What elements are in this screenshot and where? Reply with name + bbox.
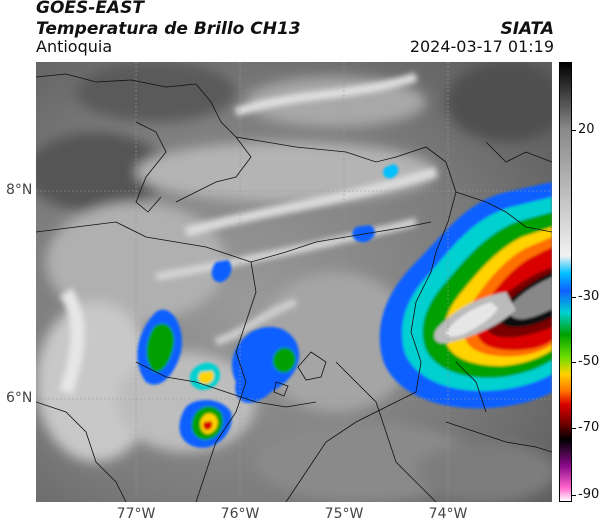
lat-label-6n: 6°N <box>6 390 33 406</box>
lat-label-8n: 8°N <box>6 182 33 198</box>
region-label: Antioquia <box>36 37 113 56</box>
lon-label-76w: 76°W <box>220 506 260 522</box>
organization-label: SIATA <box>500 19 554 39</box>
brightness-temperature-image <box>36 62 552 502</box>
datetime-label: 2024-03-17 01:19 <box>409 37 554 56</box>
colorbar-label-minus50: -50 <box>578 354 600 369</box>
lon-label-77w: 77°W <box>116 506 156 522</box>
colorbar-label-minus70: -70 <box>578 420 600 435</box>
lon-label-75w: 75°W <box>324 506 364 522</box>
mesoscale-convective-system <box>379 182 552 409</box>
colorbar-tick-minus30 <box>572 297 576 298</box>
colorbar-label-20: 20 <box>578 122 595 137</box>
colorbar-label-minus30: -30 <box>578 289 600 304</box>
product-title: Temperatura de Brillo CH13 <box>36 19 301 39</box>
colorbar-tick-minus50 <box>572 362 576 363</box>
colorbar-tick-minus70 <box>572 428 576 429</box>
boundaries <box>36 73 552 502</box>
cirrus-streaks <box>59 72 438 395</box>
satellite-map[interactable]: 8°N 6°N <box>6 62 552 502</box>
colorbar-tick-20 <box>572 130 576 131</box>
lon-label-74w: 74°W <box>428 506 468 522</box>
convective-cells-center <box>137 164 399 448</box>
satellite-title: GOES-EAST <box>36 0 144 18</box>
graticule <box>36 62 552 502</box>
colorbar-tick-minus90 <box>572 495 576 496</box>
colorbar-label-minus90: -90 <box>578 487 600 502</box>
temperature-colorbar <box>559 62 572 502</box>
